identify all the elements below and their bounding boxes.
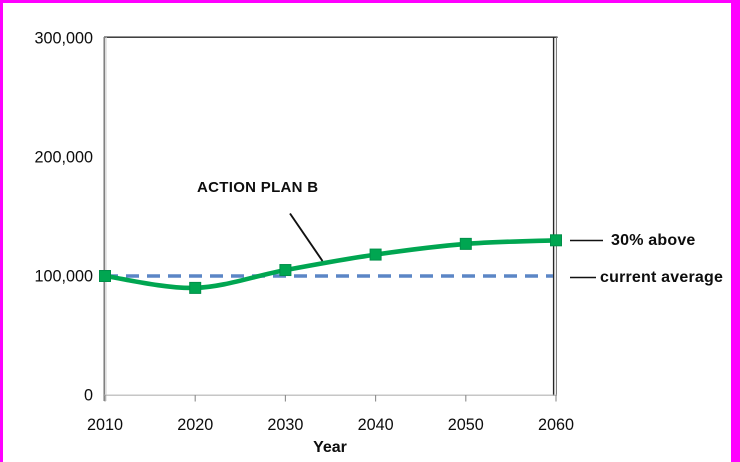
- action-plan-b-line: [104, 238, 557, 291]
- x-tick-label: 2020: [177, 416, 213, 434]
- x-tick-label: 2060: [538, 416, 574, 434]
- y-tick-label: 0: [84, 387, 93, 405]
- annotation-current-average: current average: [600, 269, 724, 286]
- x-tick-label: 2050: [448, 416, 484, 434]
- y-tick-label: 200,000: [34, 149, 93, 167]
- x-tick-label: 2030: [267, 416, 303, 434]
- x-tick-label: 2040: [358, 416, 394, 434]
- frame-border-right: [731, 0, 740, 462]
- y-tick-label: 100,000: [34, 268, 93, 286]
- action-plan-b-leader-line: [289, 212, 324, 262]
- y-tick-label: 300,000: [34, 30, 93, 48]
- x-tick-label: 2010: [87, 416, 123, 434]
- annotation-action-plan-b: ACTION PLAN B: [197, 179, 319, 196]
- frame-border-top: [0, 0, 740, 3]
- data-point-marker: [99, 270, 111, 282]
- data-point-marker: [189, 281, 202, 294]
- frame-border-left: [0, 0, 3, 462]
- data-point-marker: [369, 248, 382, 261]
- data-point-marker: [550, 234, 562, 247]
- x-axis-title: Year: [313, 439, 347, 456]
- data-point-marker: [279, 264, 292, 277]
- annotation-30-percent-above: 30% above: [611, 232, 696, 249]
- data-point-marker: [459, 237, 472, 250]
